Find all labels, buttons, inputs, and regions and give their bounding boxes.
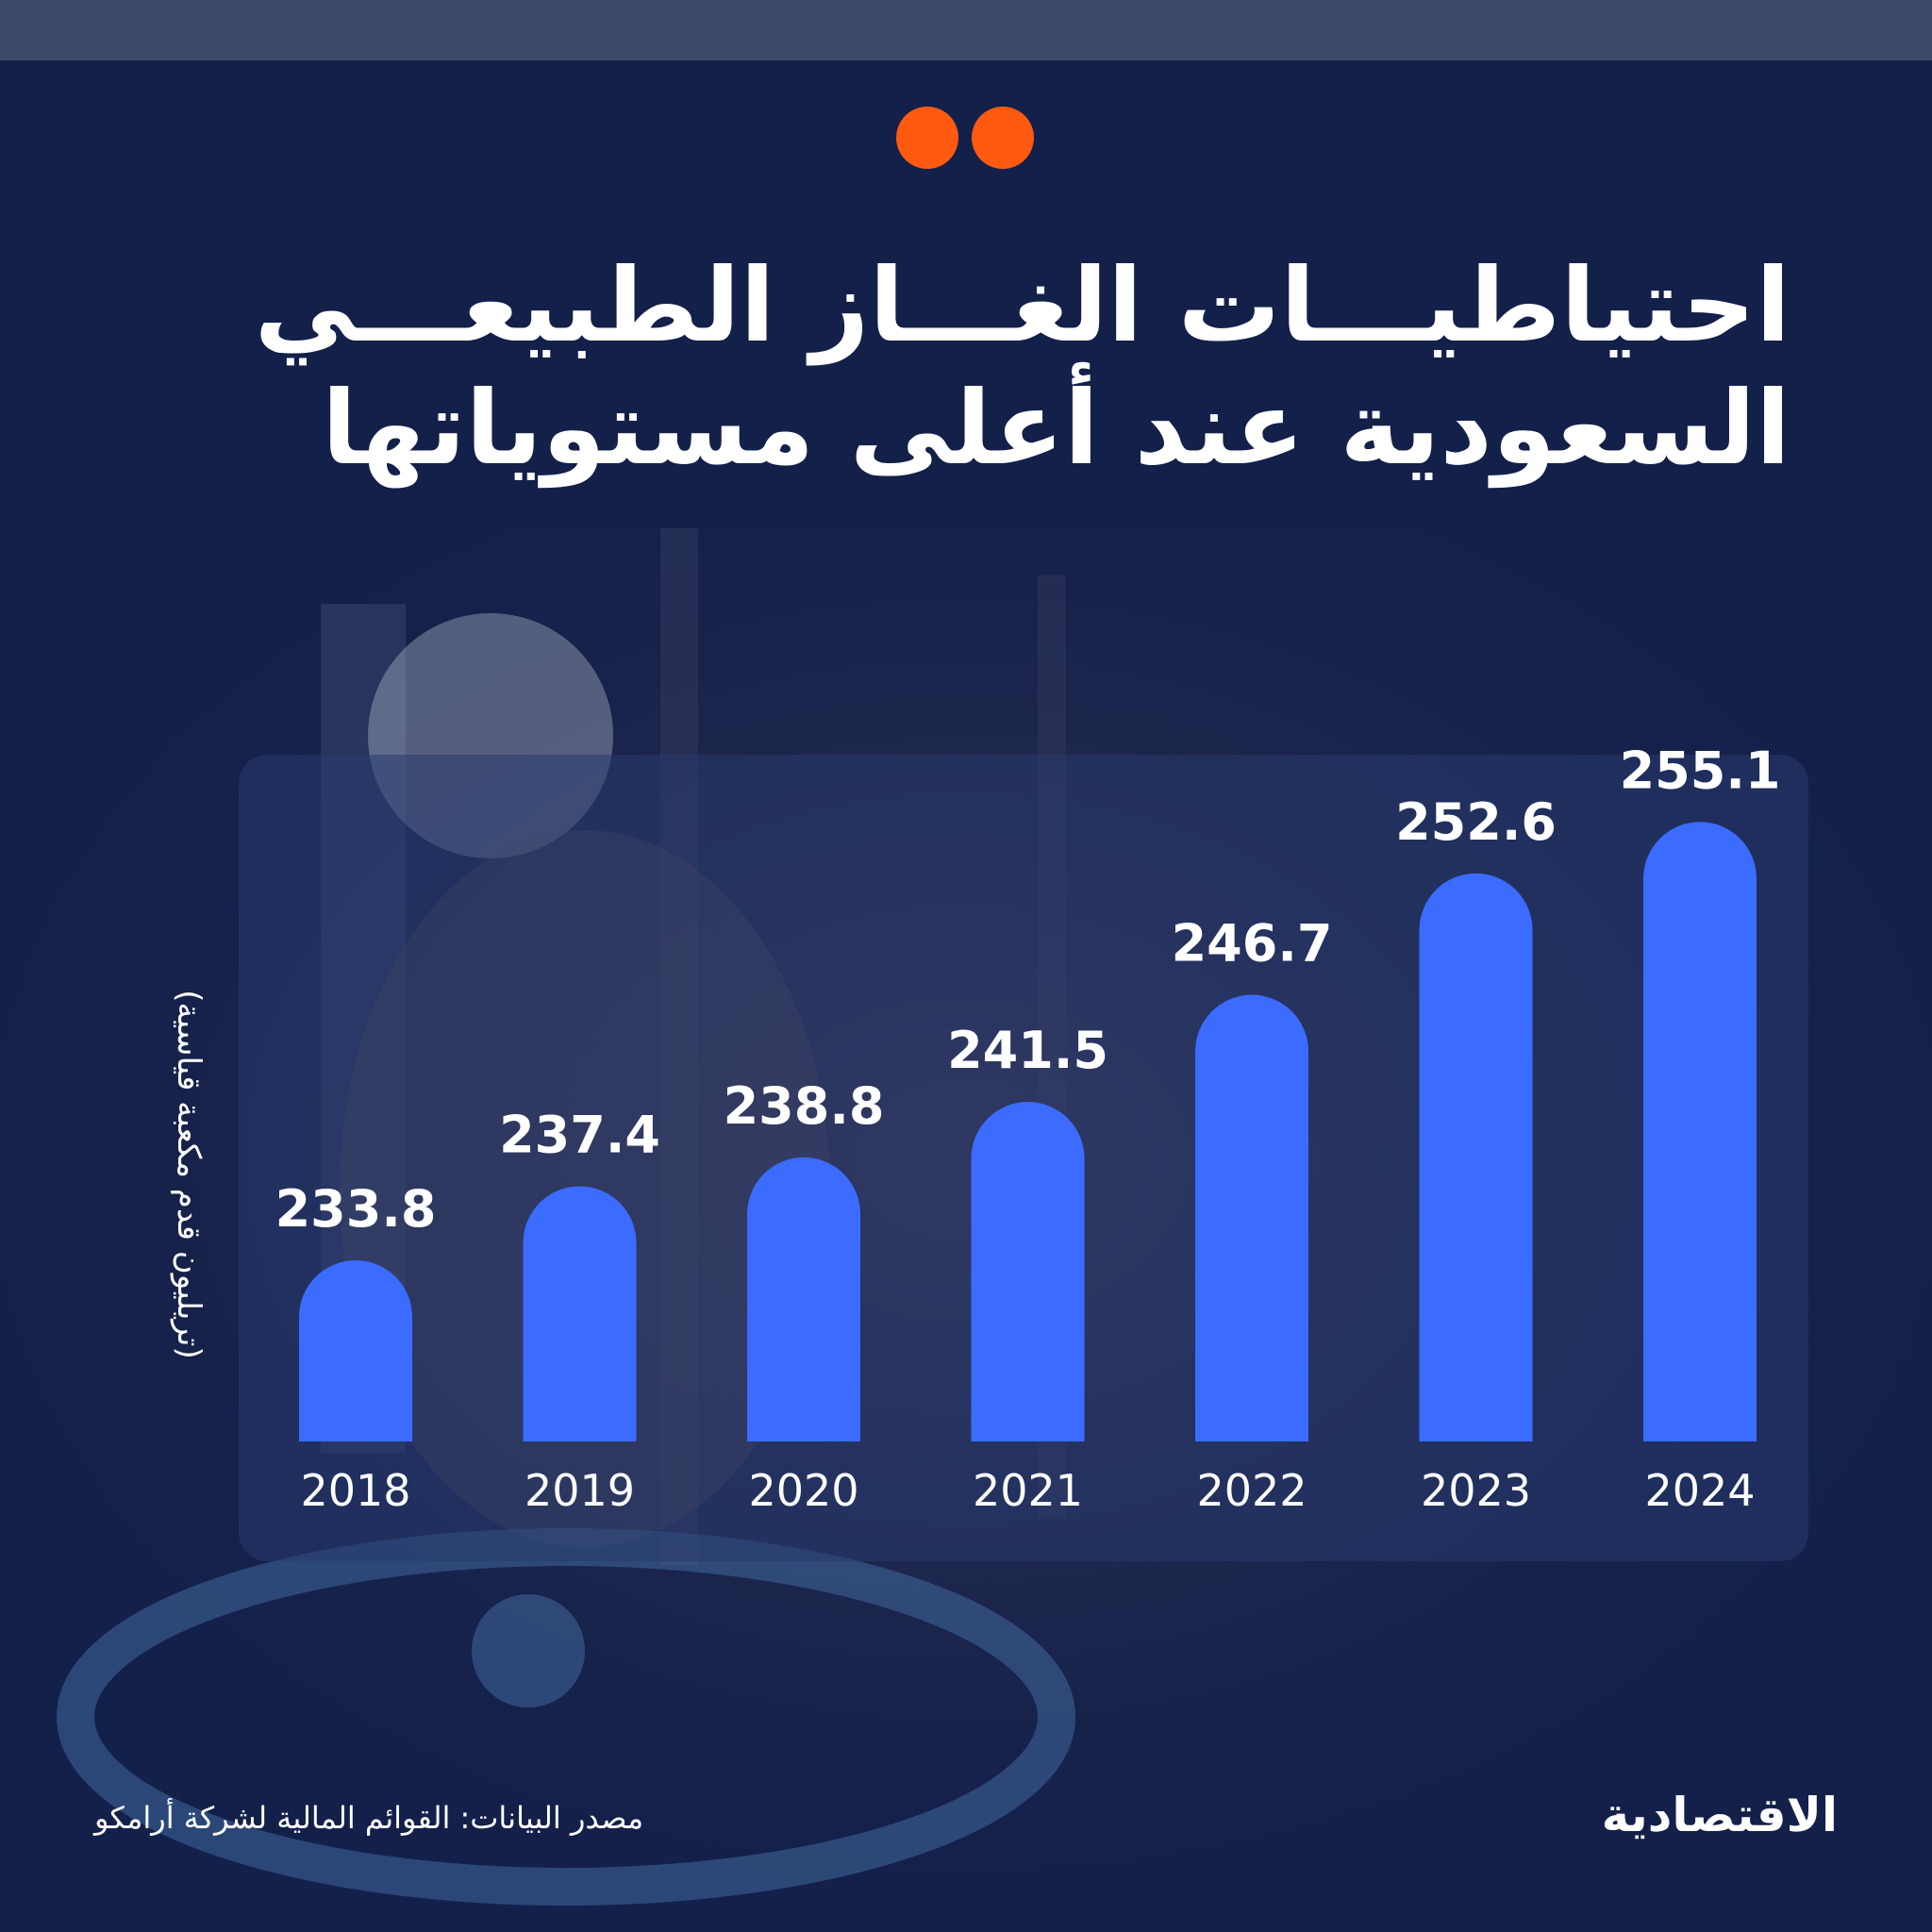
data-label-2021: 241.5 <box>947 1021 1108 1080</box>
tick-label-2024: 2024 <box>1644 1465 1755 1516</box>
bar-2020 <box>747 1157 860 1441</box>
data-label-2020: 238.8 <box>724 1076 885 1136</box>
bar-2021 <box>971 1102 1085 1441</box>
publisher-logo: الاقتصادية <box>1601 1788 1838 1842</box>
tick-label-2020: 2020 <box>748 1465 858 1516</box>
bar-2024 <box>1643 822 1757 1441</box>
tick-label-2021: 2021 <box>973 1465 1083 1516</box>
bar-2018 <box>299 1260 412 1441</box>
data-label-2019: 237.4 <box>499 1105 660 1164</box>
title-line-1: احتياطيـــات الغـــاز الطبيعـــي <box>254 247 1790 365</box>
title-line-2: السعودية عند أعلى مستوياتها <box>322 369 1790 488</box>
data-source: مصدر البيانات: القوائم المالية لشركة أرا… <box>94 1800 644 1836</box>
accent-dot <box>896 107 958 169</box>
tick-label-2023: 2023 <box>1421 1465 1531 1516</box>
chart-title: احتياطيـــات الغـــاز الطبيعـــي السعودي… <box>130 245 1790 490</box>
accent-dots <box>896 107 1038 169</box>
data-label-2022: 246.7 <box>1172 914 1333 974</box>
bar-2019 <box>523 1186 637 1441</box>
bar-2023 <box>1419 873 1533 1441</box>
data-label-2023: 252.6 <box>1395 792 1557 852</box>
accent-dot <box>972 107 1034 169</box>
tick-label-2018: 2018 <box>300 1465 410 1516</box>
data-label-2018: 233.8 <box>275 1179 437 1239</box>
data-label-2024: 255.1 <box>1620 741 1781 800</box>
tick-label-2019: 2019 <box>525 1465 635 1516</box>
top-bar <box>0 0 1932 60</box>
bar-2022 <box>1195 994 1308 1441</box>
tick-label-2022: 2022 <box>1196 1465 1307 1516</box>
